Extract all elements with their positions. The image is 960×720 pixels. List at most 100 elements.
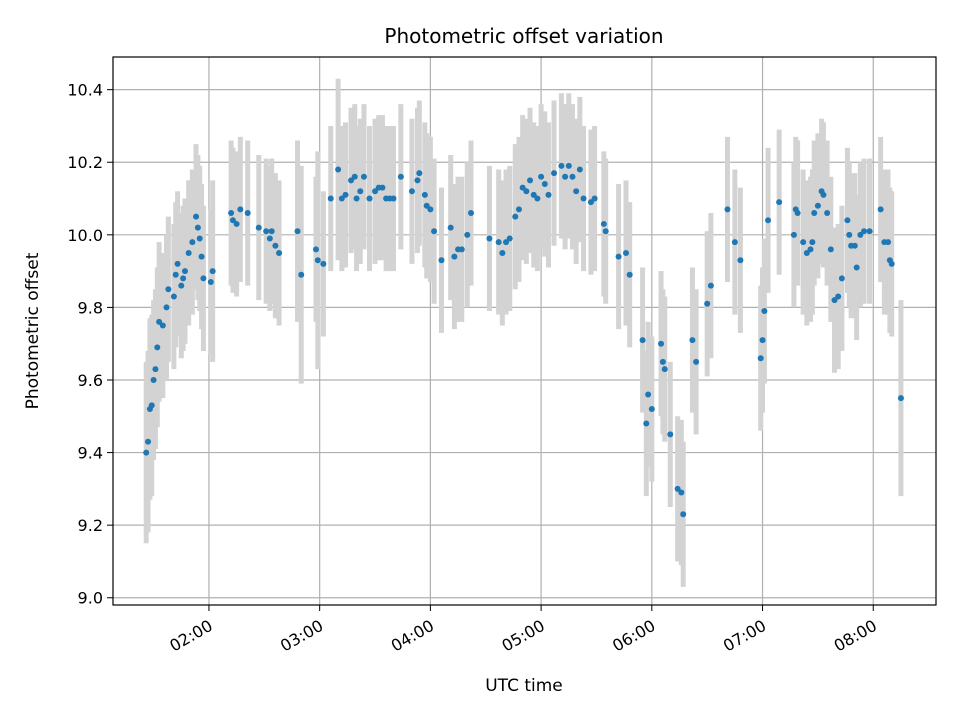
data-point xyxy=(244,210,251,217)
y-tick-label: 9.4 xyxy=(78,444,103,463)
data-point xyxy=(276,249,283,256)
data-point xyxy=(807,246,814,253)
data-point xyxy=(515,206,522,213)
data-point xyxy=(189,239,196,246)
data-point xyxy=(229,217,236,224)
data-point xyxy=(423,202,430,209)
data-point xyxy=(194,224,201,231)
data-point xyxy=(814,202,821,209)
plot-frame xyxy=(112,56,937,606)
data-point xyxy=(372,188,379,195)
y-tick-label: 9.0 xyxy=(78,589,103,608)
data-point xyxy=(897,395,904,402)
data-point xyxy=(622,249,629,256)
data-points xyxy=(143,162,904,518)
data-point xyxy=(678,489,685,496)
y-tick-label: 9.6 xyxy=(78,371,103,390)
data-point xyxy=(689,337,696,344)
data-point xyxy=(661,366,668,373)
data-point xyxy=(724,206,731,213)
data-point xyxy=(693,358,700,365)
data-point xyxy=(737,257,744,264)
data-point xyxy=(857,231,864,238)
data-point xyxy=(580,195,587,202)
data-point xyxy=(639,337,646,344)
data-point xyxy=(414,177,421,184)
data-point xyxy=(366,195,373,202)
data-point xyxy=(861,228,868,235)
data-point xyxy=(790,231,797,238)
data-point xyxy=(152,366,159,373)
data-point xyxy=(312,246,319,253)
data-point xyxy=(255,224,262,231)
data-point xyxy=(506,235,513,242)
data-point xyxy=(431,228,438,235)
data-point xyxy=(263,228,270,235)
data-point xyxy=(357,188,364,195)
data-point xyxy=(360,173,367,180)
data-point xyxy=(759,337,766,344)
data-point xyxy=(298,271,305,278)
data-point xyxy=(200,275,207,282)
data-point xyxy=(438,257,445,264)
data-point xyxy=(680,511,687,518)
data-point xyxy=(824,210,831,217)
data-point xyxy=(348,177,355,184)
data-point xyxy=(467,210,474,217)
data-point xyxy=(602,228,609,235)
data-point xyxy=(327,195,334,202)
data-point xyxy=(416,170,423,177)
data-point xyxy=(159,322,166,329)
data-point xyxy=(185,249,192,256)
data-point xyxy=(866,228,873,235)
data-point xyxy=(320,260,327,267)
data-point xyxy=(707,282,714,289)
data-point xyxy=(776,199,783,206)
data-point xyxy=(154,344,161,351)
data-point xyxy=(558,162,565,169)
data-point xyxy=(704,300,711,307)
y-axis-label: Photometric offset xyxy=(23,252,43,409)
data-point xyxy=(757,355,764,362)
data-point xyxy=(503,239,510,246)
data-point xyxy=(272,242,279,249)
y-axis-ticks: 9.0 9.2 9.4 9.6 9.8 10.0 10.2 10.4 xyxy=(67,81,113,608)
data-point xyxy=(831,297,838,304)
data-point xyxy=(209,268,216,275)
data-point xyxy=(148,402,155,409)
data-point xyxy=(765,217,772,224)
y-tick-label: 9.2 xyxy=(78,516,103,535)
data-point xyxy=(600,220,607,227)
data-point xyxy=(888,260,895,267)
data-point xyxy=(827,246,834,253)
data-point xyxy=(181,268,188,275)
data-point xyxy=(390,195,397,202)
data-point xyxy=(573,188,580,195)
data-point xyxy=(458,246,465,253)
data-point xyxy=(351,173,358,180)
data-point xyxy=(165,286,172,293)
data-point xyxy=(314,257,321,264)
data-point xyxy=(499,249,506,256)
data-point xyxy=(838,275,845,282)
data-point xyxy=(541,181,548,188)
data-point xyxy=(648,406,655,413)
data-point xyxy=(761,308,768,315)
data-point xyxy=(527,177,534,184)
data-point xyxy=(809,239,816,246)
data-point xyxy=(565,162,572,169)
data-point xyxy=(794,210,801,217)
y-tick-label: 10.4 xyxy=(67,81,103,100)
data-point xyxy=(408,188,415,195)
chart-title: Photometric offset variation xyxy=(384,24,663,48)
data-point xyxy=(150,376,157,383)
x-axis-label: UTC time xyxy=(485,676,563,696)
data-point xyxy=(523,188,530,195)
data-point xyxy=(338,195,345,202)
data-point xyxy=(397,173,404,180)
data-point xyxy=(667,431,674,438)
data-point xyxy=(803,249,810,256)
data-point xyxy=(562,173,569,180)
data-point xyxy=(512,213,519,220)
